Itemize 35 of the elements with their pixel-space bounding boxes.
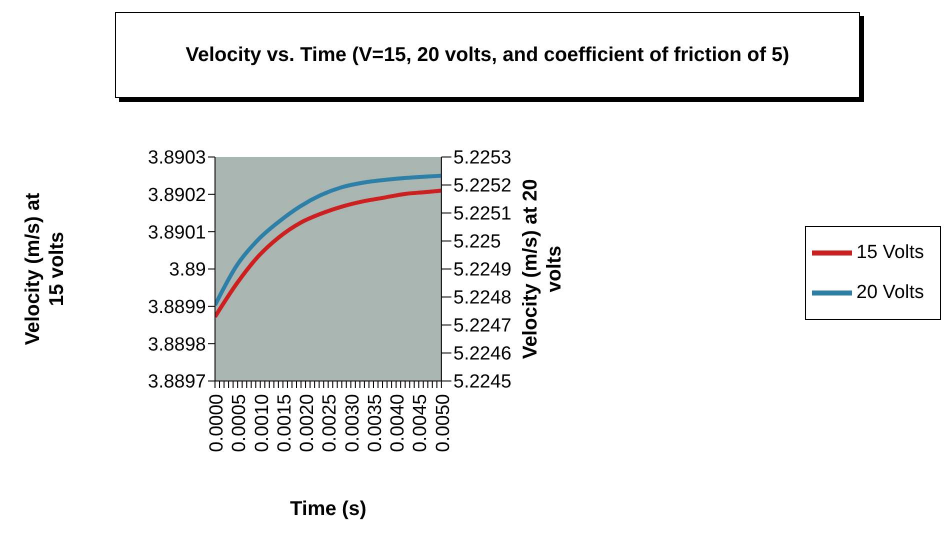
- x-axis-title: Time (s): [290, 498, 366, 520]
- y-tick-label: 3.8898: [148, 334, 206, 356]
- x-tick-label: 0.0030: [342, 394, 364, 452]
- y2-tick-label: 5.2245: [453, 372, 512, 393]
- y2-axis-title: Velocity (m/s) at 20 volts: [519, 178, 566, 360]
- y-tick-label: 3.8901: [148, 222, 206, 244]
- y2-tick-label: 5.2246: [453, 344, 512, 365]
- x-tick-label: 0.0025: [320, 394, 341, 452]
- x-tick-label: 0.0015: [274, 394, 296, 452]
- x-tick-label: 0.0045: [410, 394, 432, 452]
- y-tick-label: 3.8902: [148, 185, 206, 206]
- text: Velocity vs. Time (V=15, 20 volts, and coefficient of friction of 5): [186, 43, 790, 68]
- y2-tick-label: 5.2248: [453, 288, 512, 309]
- y2-tick-label: 5.2253: [453, 148, 512, 169]
- legend-label: 15 Volts: [856, 242, 924, 264]
- x-tick-label: 0.0040: [388, 394, 409, 452]
- x-tick-label: 0.0050: [432, 394, 454, 452]
- y2-tick-label: 5.2251: [453, 204, 512, 225]
- y2-tick-label: 5.2247: [453, 316, 512, 337]
- y-tick-label: 3.8899: [148, 297, 206, 318]
- y-tick-label: 3.89: [169, 260, 206, 281]
- y-tick-label: 3.8897: [148, 372, 206, 393]
- y-axis-title: Velocity (m/s) at 15 volts: [22, 192, 68, 346]
- y2-tick-label: 5.2249: [453, 260, 512, 281]
- line-series: [215, 174, 442, 308]
- x-tick-label: 0.0020: [297, 394, 318, 452]
- y-tick-label: 3.8903: [148, 148, 206, 169]
- y2-tick-label: 5.2252: [453, 176, 512, 197]
- line-series: [215, 188, 442, 319]
- x-tick-label: 0.0000: [206, 394, 228, 452]
- x-tick-label: 0.0010: [252, 394, 273, 452]
- x-tick-label: 0.0035: [364, 394, 386, 452]
- legend-label: 20 Volts: [856, 282, 924, 304]
- y2-tick-label: 5.225: [453, 232, 501, 253]
- x-tick-label: 0.0005: [229, 394, 250, 452]
